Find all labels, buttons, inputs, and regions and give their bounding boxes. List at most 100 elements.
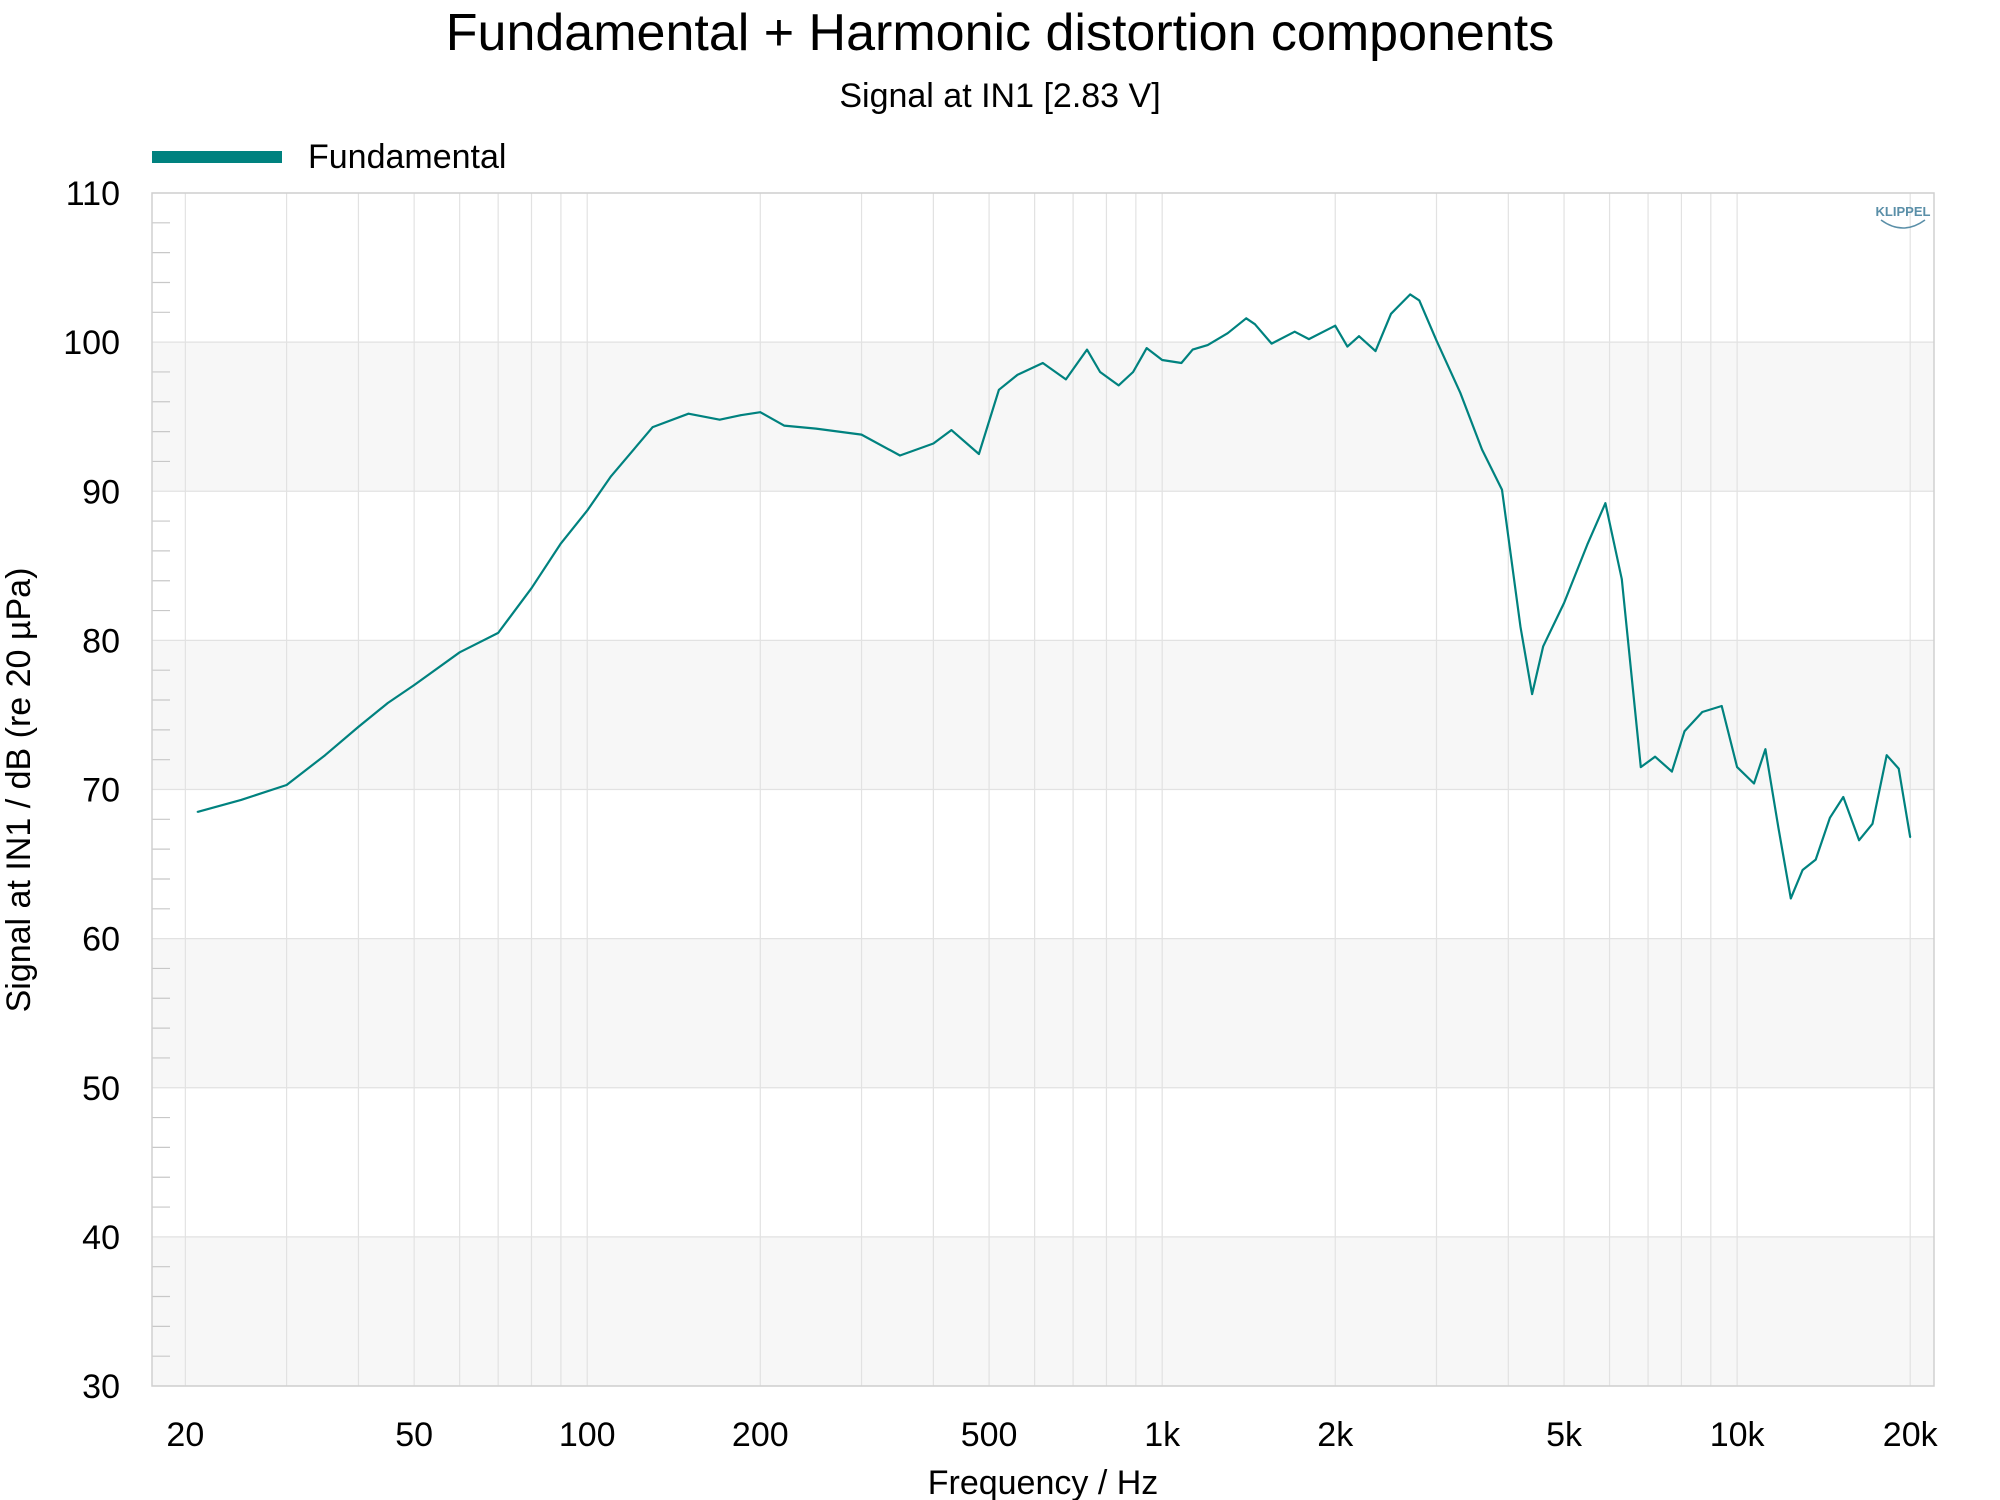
series-point [1435,339,1438,342]
series-point [586,509,589,512]
series-point [413,684,415,686]
klippel-logo: KLIPPEL [1876,204,1931,229]
series-point [1871,822,1874,825]
series-point [1639,766,1642,768]
series-point [1801,869,1804,871]
series-point [1683,730,1686,733]
logo-text: KLIPPEL [1876,204,1931,219]
series-point [1226,332,1229,335]
series-point [978,453,980,455]
y-minor-ticks [152,222,170,1357]
x-tick-label: 100 [559,1416,616,1454]
series-point [458,651,461,654]
series-point [1409,293,1412,296]
series-point [687,412,690,415]
series-point [530,587,533,590]
x-tick-label: 5k [1546,1416,1583,1454]
series-point [1563,602,1565,604]
logo-arc [1880,219,1926,229]
series-point [1308,338,1310,340]
series-point [1789,897,1792,900]
series-point [196,811,199,813]
series-point [1620,578,1623,581]
series-point [1016,374,1019,376]
series-point [651,426,654,428]
y-tick-labels: 30 40 50 60 70 80 90 100 110 [63,175,120,1406]
y-tick-label: 110 [66,175,120,213]
series-point [1542,645,1545,648]
x-tick-label: 2k [1317,1416,1354,1454]
series-line-fundamental [197,293,1912,900]
series-point [1814,858,1817,861]
plot-background [152,342,1934,1386]
series-point [1885,754,1888,757]
series-point [1065,378,1067,381]
series-point [1519,626,1522,628]
y-tick-label: 70 [82,772,120,810]
series-point [1086,348,1088,351]
y-tick-label: 40 [82,1219,120,1257]
x-tick-label: 1k [1144,1416,1181,1454]
legend-label-fundamental: Fundamental [308,138,506,176]
series-point [1654,755,1656,758]
plot-frame [151,192,1935,1387]
series-point [1501,488,1503,491]
series-point [240,799,243,801]
series-point [998,388,1000,391]
series-point [1180,362,1183,364]
series-point [1897,767,1900,770]
series-point [739,414,742,417]
series-point [1858,839,1860,842]
series-point [718,418,721,421]
y-tick-label: 90 [82,473,120,511]
series-point [1390,312,1392,315]
plot-band [152,938,1934,1088]
chart-subtitle: Signal at IN1 [2.83 V] [839,77,1160,115]
series-point [497,632,500,634]
x-tick-label: 10k [1710,1416,1766,1454]
series-point [1132,371,1134,373]
series-point [1270,342,1273,345]
series-point [1753,782,1755,785]
series-point [1117,384,1120,387]
series-point [1842,796,1845,798]
series-point [815,427,817,430]
series-point [386,702,389,704]
series-point [1459,391,1462,394]
legend: Fundamental [152,138,506,176]
legend-swatch-fundamental [152,151,282,163]
x-tick-labels: 20 50 100 200 500 1k 2k 5k 10k 20k [166,1416,1938,1454]
series-point [610,475,612,478]
plot-band [152,342,1934,492]
series-point [1041,362,1044,364]
y-tick-label: 30 [82,1368,120,1406]
plot-band [152,640,1934,790]
series-point [1701,711,1704,713]
series-point [560,542,562,545]
series-point [1334,324,1337,327]
y-tick-label: 60 [82,921,120,959]
x-tick-label: 200 [732,1416,789,1454]
series-point [783,424,785,427]
x-tick-label: 50 [395,1416,433,1454]
y-tick-label: 50 [82,1070,120,1108]
series-point [1099,371,1101,373]
series-point [1145,347,1148,349]
series-point [1764,748,1767,751]
series-point [1604,502,1607,505]
series-point [1254,323,1256,326]
series-point [357,726,360,728]
series-point [899,454,901,457]
series-point [1720,705,1723,707]
y-axis-label: Signal at IN1 / dB (re 20 µPa) [0,568,38,1013]
series-layer [196,293,1912,900]
series-point [1191,348,1194,351]
series-point [1293,330,1296,333]
chart-title: Fundamental + Harmonic distortion compon… [446,4,1554,62]
series-point [1909,836,1912,839]
series-point [1374,350,1377,352]
series-point [1777,827,1780,830]
series-point [1358,335,1360,338]
series-point [1346,345,1349,348]
